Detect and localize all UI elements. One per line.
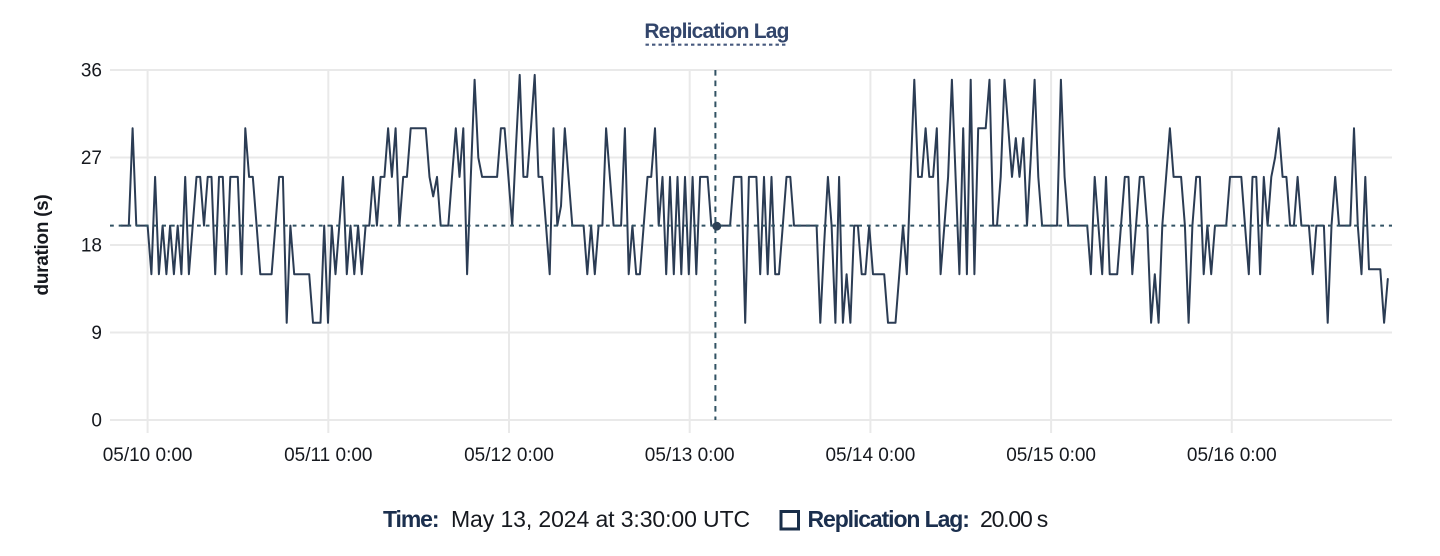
svg-text:Time:: Time: [383,506,438,532]
svg-text:05/12 0:00: 05/12 0:00 [464,445,554,466]
svg-text:05/14 0:00: 05/14 0:00 [825,445,915,466]
svg-text:05/11 0:00: 05/11 0:00 [284,445,372,466]
svg-text:Replication Lag: Replication Lag [644,20,788,43]
svg-text:36: 36 [81,61,102,82]
svg-text:9: 9 [91,323,102,344]
svg-text:May 13, 2024 at 3:30:00 UTC: May 13, 2024 at 3:30:00 UTC [451,506,750,532]
svg-text:27: 27 [81,148,102,169]
svg-text:18: 18 [81,236,102,257]
svg-text:05/10 0:00: 05/10 0:00 [103,445,193,466]
svg-text:20.00 s: 20.00 s [980,506,1048,532]
svg-text:Replication Lag:: Replication Lag: [808,506,969,532]
svg-text:05/15 0:00: 05/15 0:00 [1006,445,1096,466]
svg-text:05/16 0:00: 05/16 0:00 [1187,445,1277,466]
svg-text:0: 0 [91,411,102,432]
svg-text:duration (s): duration (s) [32,195,53,296]
svg-text:05/13 0:00: 05/13 0:00 [645,445,735,466]
